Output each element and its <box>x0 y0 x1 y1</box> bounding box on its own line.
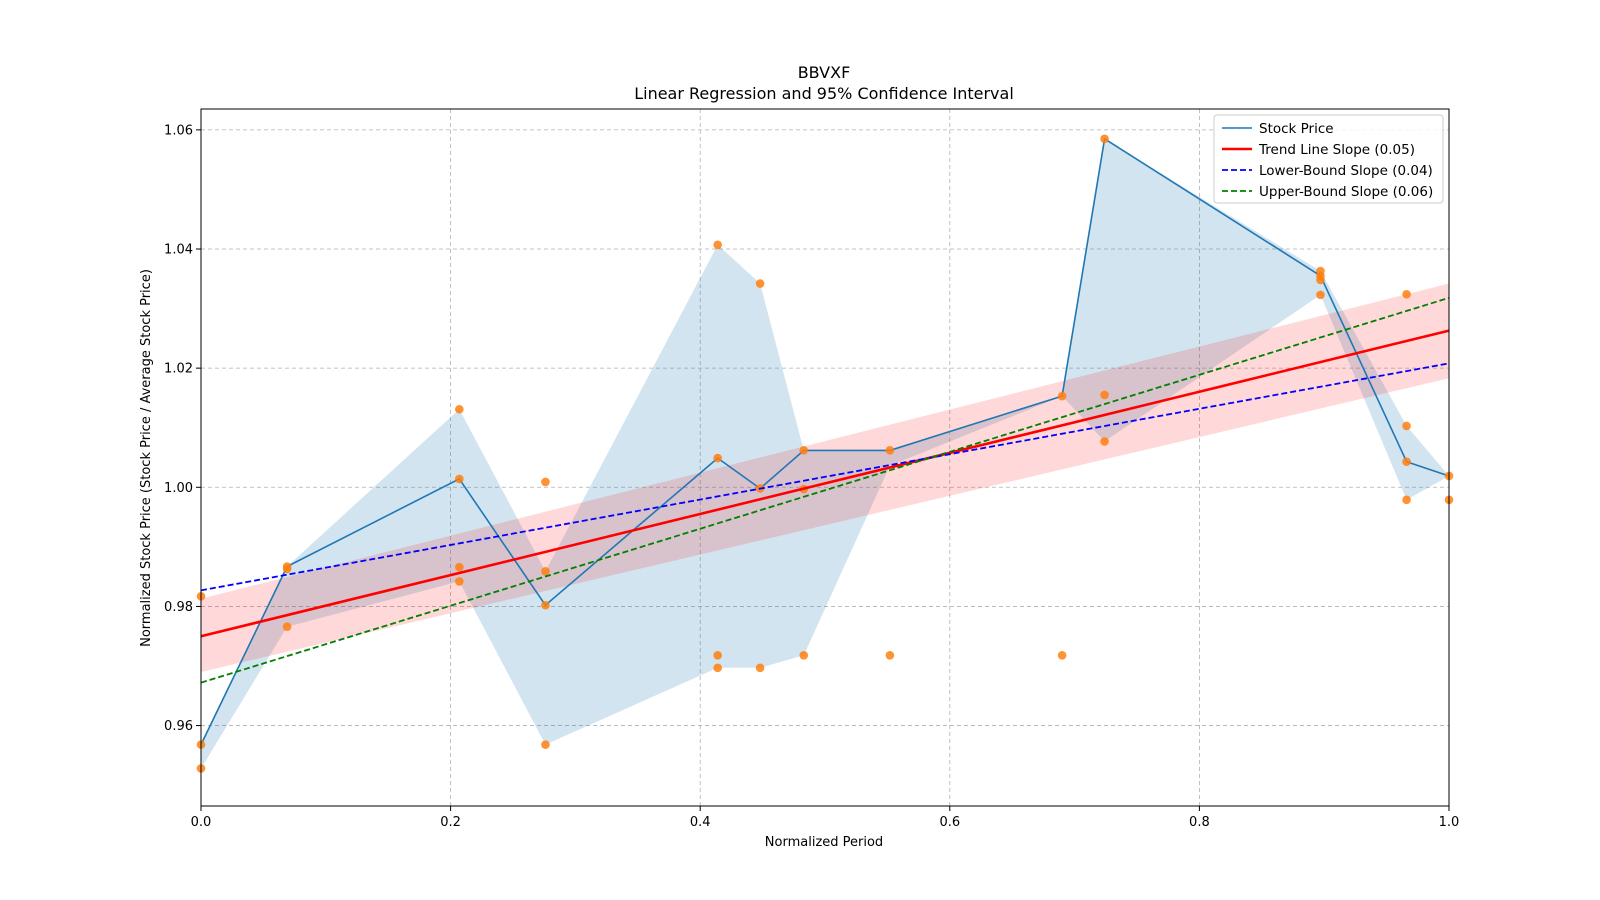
y-tick-label: 1.00 <box>164 481 193 496</box>
legend-item-trend-line-label: Trend Line Slope (0.05) <box>1258 142 1415 158</box>
scatter-point <box>713 650 722 660</box>
legend-item-stock-price-label: Stock Price <box>1259 121 1334 137</box>
scatter-point <box>282 562 292 571</box>
trend-line <box>200 329 1450 638</box>
scatter-point <box>1402 457 1411 466</box>
plot-area <box>196 134 1454 773</box>
scatter-point <box>1402 495 1411 505</box>
scatter-point <box>713 663 722 673</box>
chart-title: BBVXF <box>798 63 851 82</box>
stock-price-band <box>201 138 1449 769</box>
scatter-point <box>1316 266 1325 276</box>
scatter-point <box>541 600 550 610</box>
scatter-point <box>1100 390 1109 400</box>
scatter-point <box>799 446 809 455</box>
legend-item-lower-bound-label: Lower-Bound Slope (0.04) <box>1259 163 1433 179</box>
scatter-point <box>541 477 550 487</box>
scatter-point <box>885 446 895 455</box>
legend-item-upper-bound-label: Upper-Bound Slope (0.06) <box>1259 184 1433 200</box>
plot-frame <box>200 108 1450 807</box>
scatter-point <box>455 577 464 586</box>
y-tick-label: 0.98 <box>164 600 193 615</box>
scatter-point <box>799 650 809 660</box>
legend-box <box>1213 114 1444 204</box>
x-axis-label: Normalized Period <box>765 835 883 850</box>
scatter-point <box>455 562 464 572</box>
x-tick-label: 0.4 <box>690 815 711 830</box>
scatter-point <box>755 663 765 673</box>
scatter-point <box>713 240 722 250</box>
scatter-point <box>1057 650 1067 660</box>
scatter-point <box>541 740 550 749</box>
scatter-point <box>1057 391 1067 401</box>
scatter-point <box>541 566 550 576</box>
y-axis-label: Normalized Stock Price (Stock Price / Av… <box>139 269 154 647</box>
scatter-point <box>1100 134 1109 144</box>
y-tick-label: 0.96 <box>164 719 193 734</box>
scatter-point <box>1316 290 1325 300</box>
scatter-point <box>1100 437 1109 446</box>
upper-bound-line <box>200 296 1450 684</box>
y-tick-label: 1.06 <box>164 123 193 138</box>
y-tick-label: 1.04 <box>164 242 193 257</box>
scatter-point <box>713 453 722 463</box>
scatter-point <box>455 474 464 484</box>
x-tick-label: 0.6 <box>939 815 960 830</box>
axis-ticks: 0.0 0.2 0.4 0.6 0.8 1.0 0.96 0.98 1.00 1.02 1.04 1.… <box>164 123 1459 830</box>
x-tick-label: 0.2 <box>440 815 461 830</box>
lower-bound-line <box>200 362 1450 592</box>
x-tick-label: 1.0 <box>1439 815 1460 830</box>
x-tick-label: 0.0 <box>191 815 212 830</box>
scatter-point <box>755 279 765 288</box>
scatter-point <box>1402 421 1411 431</box>
scatter-point <box>455 404 464 414</box>
legend: Stock Price Trend Line Slope (0.05) Lower-… <box>1213 114 1444 204</box>
scatter-point <box>885 650 895 660</box>
y-tick-label: 1.02 <box>164 362 193 377</box>
scatter-point <box>1402 289 1411 299</box>
scatter-point <box>282 622 292 631</box>
x-tick-label: 0.8 <box>1189 815 1210 830</box>
chart-subtitle: Linear Regression and 95% Confidence Int… <box>634 84 1014 103</box>
